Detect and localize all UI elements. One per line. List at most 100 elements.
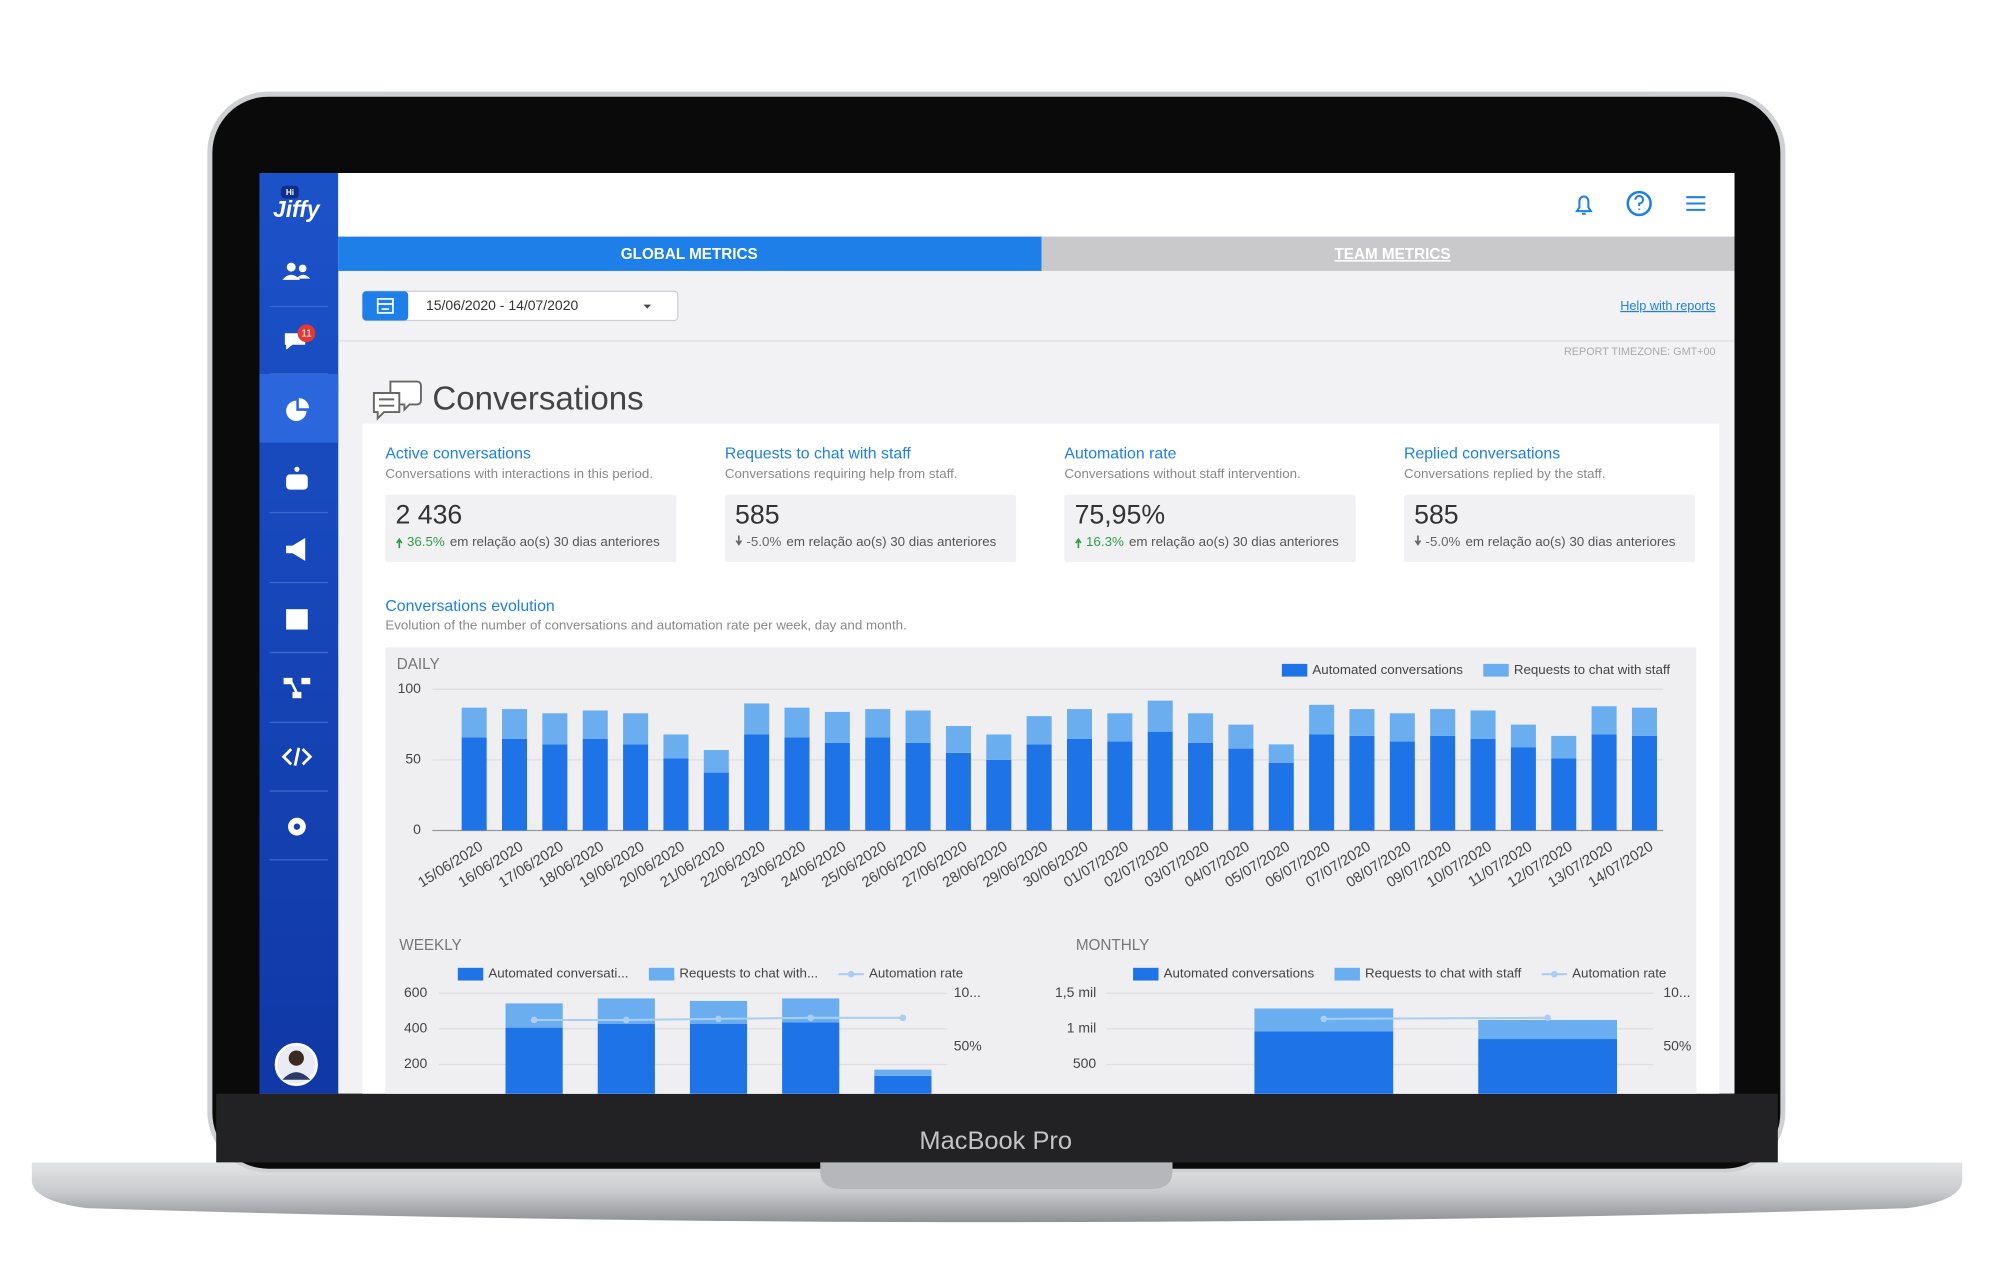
bar-segment [824,742,850,831]
settings-icon[interactable] [288,817,306,836]
bar-segment [1349,735,1375,831]
sidebar-icons [281,262,313,836]
bar-segment [505,1003,563,1028]
legend-swatch [1281,663,1308,677]
company-icon[interactable] [286,609,308,630]
flow-icon[interactable] [283,677,311,699]
calendar-button[interactable] [362,291,409,321]
change-text: em relação ao(s) 30 dias anteriores [1129,533,1339,548]
tab-inactive[interactable] [1041,236,1735,271]
chart: MONTHLY 500 1 mil 1,5 mil 50% 10... Automated … [1055,937,1691,1094]
code-icon[interactable] [281,747,313,766]
bar-segment [502,738,528,831]
metric-change: 16.3% em relação ao(s) 30 dias anteriores [1086,533,1339,548]
legend-label: Automated conversations [1312,662,1463,677]
line-series [1323,1016,1548,1020]
bar-segment [1188,713,1214,743]
metric-box [724,494,1017,563]
timezone: REPORT TIMEZONE: GMT+00 [1564,346,1716,358]
evolution-title: Conversations evolution [385,598,554,615]
chart-title: MONTHLY [1076,937,1149,954]
bar-segment [1631,707,1657,736]
trend-up-icon [1075,537,1082,549]
metric-change: 36.5% em relação ao(s) 30 dias anteriores [407,533,660,548]
bar-segment [461,707,487,738]
conversations-icon [372,380,422,421]
metric-description: Conversations requiring help from staff. [725,466,958,481]
help-icon[interactable] [1626,190,1652,217]
bar-segment [1188,742,1214,831]
y-tick-label: 100 [398,680,422,696]
bar-segment [703,750,729,773]
tab-label[interactable]: GLOBAL METRICS [621,246,758,263]
dropdown-caret [643,304,652,309]
change-text: em relação ao(s) 30 dias anteriores [786,533,996,548]
campaign-icon[interactable] [286,537,306,561]
lid-notch [820,1162,1173,1190]
metric-value: 585 [735,499,780,529]
y-tick-label: 400 [404,1020,428,1036]
line-point [1320,1015,1328,1023]
bar-segment [744,703,770,735]
y2-tick-label: 50% [954,1037,982,1053]
chin [216,1093,1778,1163]
bot-icon[interactable] [286,466,308,490]
bar-segment [597,1023,655,1094]
bar-segment [874,1075,932,1094]
legend-swatch [1133,967,1159,981]
trend-down-icon [1414,535,1422,546]
metric-description: Conversations replied by the staff. [1404,466,1606,481]
metric-value: 2 436 [395,499,462,529]
metric-description: Conversations without staff intervention… [1064,466,1300,481]
bar-segment [784,737,810,831]
change-text: em relação ao(s) 30 dias anteriores [450,533,660,548]
help-link[interactable]: Help with reports [1620,298,1715,313]
metric-title: Automation rate [1064,445,1176,462]
contacts-icon[interactable] [282,262,311,280]
chart: WEEKLY 200 400 600 50% 10... Automated convers… [399,937,982,1094]
logo-badge: Hi [286,188,294,197]
bar-segment [1551,735,1577,759]
change-text: em relação ao(s) 30 dias anteriores [1466,533,1676,548]
bar-segment [703,772,729,831]
change-value: -5.0% [1426,533,1461,548]
top-icons [1574,190,1706,217]
legend-dot [847,970,855,978]
bar-segment [1470,738,1496,831]
bar-segment [905,742,931,831]
bar-segment [582,738,608,831]
bar-segment [1631,735,1657,831]
bar-segment [1309,704,1335,735]
bar-segment [1228,748,1254,831]
bar-segment [663,758,689,831]
y2-tick-label: 10... [954,984,981,1000]
bar-segment [1478,1019,1618,1040]
bar-segment [986,734,1012,760]
bar-segment [1147,700,1173,732]
bell-icon[interactable] [1574,195,1593,215]
bar-segment [1268,744,1294,763]
bar-segment [1551,758,1577,831]
tab-active[interactable] [338,236,1042,271]
line-point [1544,1014,1551,1022]
y-tick-label: 1 mil [1067,1020,1097,1036]
tab-label[interactable]: TEAM METRICS [1334,246,1450,263]
bar-segment [502,709,528,739]
bar-segment [1268,762,1294,831]
bar-segment [1066,738,1092,831]
metric-box [1064,494,1356,563]
filters-icon[interactable] [1686,196,1706,211]
bar-segment [542,713,568,745]
legend-label: Automated conversati... [488,966,628,981]
y-tick-label: 0 [413,821,421,837]
metric-value: 75,95% [1075,499,1166,529]
bar-segment [582,710,608,739]
date-range[interactable]: 15/06/2020 - 14/07/2020 [426,297,578,313]
reports-icon[interactable] [286,398,310,421]
bar-segment [1309,734,1335,831]
metric-box [385,494,677,563]
bar-segment [945,726,971,753]
bar-segment [824,711,850,743]
laptop-base [31,1162,1963,1223]
bar-segment [905,710,931,743]
